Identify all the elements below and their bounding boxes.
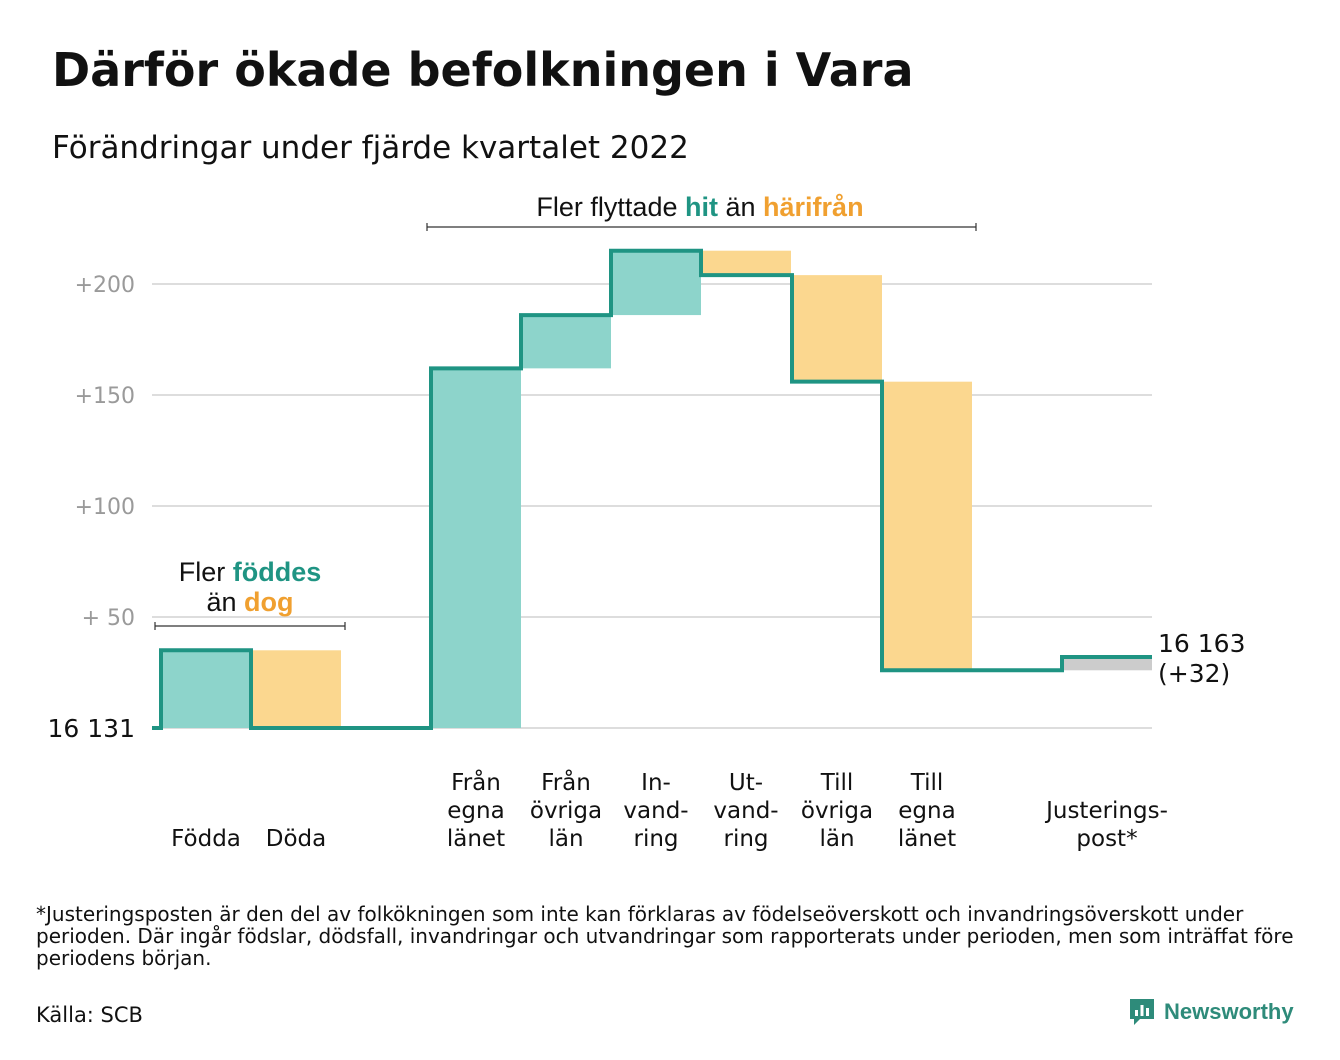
y-tick-label: +200 <box>75 273 135 298</box>
annotation-segment: föddes <box>233 557 322 587</box>
x-category-label-line: In- <box>641 770 671 796</box>
annotation-births: Fler föddes <box>179 557 322 587</box>
x-category-label: Ut-vand-ring <box>713 770 778 852</box>
x-category-label-line: vand- <box>713 798 778 824</box>
brand-logo: Newsworthy <box>1128 996 1294 1028</box>
x-category-label: Från övriga län <box>530 768 602 852</box>
annotation-moves: Fler flyttade hit än härifrån <box>536 192 863 222</box>
bar-till-ovriga-lan <box>792 275 882 382</box>
annotation-segment: härifrån <box>763 192 864 222</box>
x-category-label: Från egna länet <box>447 768 505 852</box>
end-value-label: 16 163 <box>1158 629 1245 658</box>
annotation-segment: än <box>718 192 763 222</box>
annotation-segment: Fler flyttade <box>536 192 685 222</box>
x-category-label: Justerings-post* <box>1044 798 1168 852</box>
chart-title: Därför ökade befolkningen i Vara <box>52 43 914 97</box>
x-category-label-line: Till <box>910 770 944 796</box>
y-tick-label: +150 <box>75 384 135 409</box>
footnote: *Justeringsposten är den del av folkökni… <box>36 902 1294 970</box>
bar-doda <box>251 650 341 728</box>
x-category-label-line: Döda <box>266 826 326 852</box>
x-category-label-line: Födda <box>171 826 241 852</box>
x-category-label-line: länet <box>898 826 956 852</box>
x-category-label-line: Från <box>451 768 501 796</box>
annotation-births: än dog <box>206 587 293 617</box>
y-tick-label: +100 <box>75 495 135 520</box>
x-category-label-line: post* <box>1076 826 1137 852</box>
bar-fran-egna-lanet <box>431 368 521 728</box>
bar-invandring <box>611 250 701 316</box>
y-tick-label: + 50 <box>82 606 135 631</box>
x-category-label-line: ring <box>723 826 768 852</box>
brand-name: Newsworthy <box>1164 999 1294 1024</box>
annotation-segment: dog <box>244 587 293 617</box>
x-category-label: Till övriga län <box>801 770 873 852</box>
bar-utvandring <box>701 250 791 276</box>
x-category-label-line: länet <box>447 826 505 852</box>
x-category-label-line: län <box>819 826 854 852</box>
x-category-label-line: egna <box>447 798 504 824</box>
start-value-label: 16 131 <box>48 714 135 743</box>
x-category-label-line: egna <box>898 798 955 824</box>
end-value-label: (+32) <box>1158 659 1230 688</box>
x-category-label-line: övriga <box>801 798 873 824</box>
bar-justeringspost <box>1062 656 1152 671</box>
x-category-label-line: län <box>548 826 583 852</box>
newsworthy-icon <box>1130 999 1154 1025</box>
x-category-label: Till egna länet <box>898 770 956 852</box>
chart-subtitle: Förändringar under fjärde kvartalet 2022 <box>52 130 689 166</box>
x-category-label-line: Från <box>541 768 591 796</box>
x-category-label-line: Till <box>820 770 854 796</box>
bar-till-egna-lanet <box>882 381 972 671</box>
annotation-segment: hit <box>685 192 718 222</box>
source-label: Källa: SCB <box>36 1003 143 1027</box>
annotation-segment: än <box>206 587 244 617</box>
cumulative-step-line <box>152 248 1152 730</box>
x-category-label: In-vand-ring <box>623 770 688 852</box>
x-category-label-line: Justerings- <box>1044 798 1168 824</box>
x-category-label: Födda <box>171 826 241 852</box>
x-category-label: Döda <box>266 826 326 852</box>
bar-fran-ovriga-lan <box>521 315 611 369</box>
x-category-label-line: Ut- <box>729 770 763 796</box>
bar-fodda <box>161 650 251 728</box>
annotation-segment: Fler <box>179 557 233 587</box>
x-category-label-line: ring <box>633 826 678 852</box>
x-category-label-line: övriga <box>530 798 602 824</box>
x-category-label-line: vand- <box>623 798 688 824</box>
